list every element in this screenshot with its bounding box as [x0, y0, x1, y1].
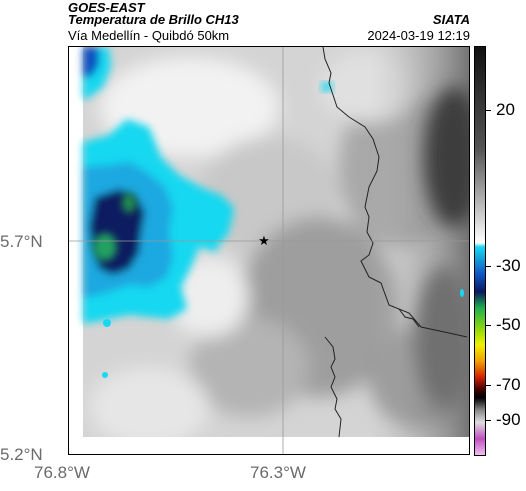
colorbar-label-minus-30: -30	[496, 256, 521, 275]
colorbar	[474, 46, 486, 456]
colorbar-label-20: 20	[496, 100, 515, 119]
coastline	[322, 47, 468, 338]
star-marker: ★	[258, 234, 270, 249]
no-data-bottom	[69, 437, 469, 454]
route-subtitle: Vía Medellín - Quibdó 50km	[68, 28, 230, 43]
cold-cloud-cluster	[83, 47, 234, 323]
border-line	[324, 336, 342, 438]
map-panel[interactable]: ★	[68, 46, 470, 455]
colorbar-label-minus-50: -50	[496, 315, 521, 334]
no-data-left	[69, 47, 83, 454]
colorbar-tick	[486, 420, 491, 421]
colorbar-tick	[486, 385, 491, 386]
lon-label-76-8: 76.8°W	[34, 463, 90, 482]
colorbar-tick	[486, 325, 491, 326]
agency-label: SIATA	[432, 12, 470, 27]
lat-label-5-7: 5.7°N	[0, 232, 43, 251]
product-title: Temperatura de Brillo CH13	[68, 12, 239, 27]
map-image: ★	[69, 47, 469, 454]
colorbar-label-minus-70: -70	[496, 375, 521, 394]
colorbar-tick	[486, 110, 491, 111]
lat-label-5-2: 5.2°N	[0, 445, 43, 464]
colorbar-label-minus-90: -90	[496, 410, 521, 429]
datetime-label: 2024-03-19 12:19	[367, 28, 470, 43]
satellite-title: GOES-EAST	[68, 0, 145, 15]
colorbar-tick	[486, 266, 491, 267]
lon-label-76-3: 76.3°W	[250, 463, 306, 482]
